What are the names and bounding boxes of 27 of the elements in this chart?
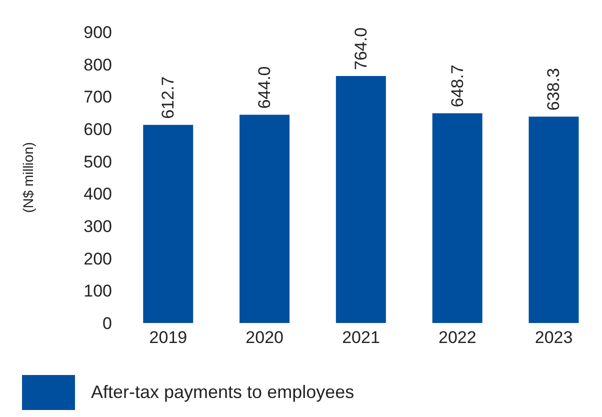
x-tick-label: 2023 xyxy=(534,328,573,348)
x-tick-label: 2020 xyxy=(246,328,284,348)
text: 638.3 xyxy=(544,68,564,111)
y-tick-label: 500 xyxy=(84,152,112,172)
y-tick-label: 400 xyxy=(84,184,112,204)
x-tick-label: 2019 xyxy=(149,328,188,348)
x-tick-label: 2022 xyxy=(438,328,476,348)
y-tick-label: 100 xyxy=(84,282,112,301)
bar xyxy=(528,116,579,323)
y-tick-label: 200 xyxy=(84,249,112,268)
text: 644.0 xyxy=(255,66,274,109)
bar xyxy=(432,113,482,323)
y-tick-label: 0 xyxy=(102,314,112,334)
legend-label: After-tax payments to employees xyxy=(91,382,354,403)
x-tick-label: 2021 xyxy=(342,328,380,348)
y-tick-label: 900 xyxy=(84,23,112,42)
y-tick-label: 300 xyxy=(84,217,112,236)
y-tick-label: 800 xyxy=(84,55,112,74)
text: 648.7 xyxy=(448,64,467,108)
y-axis-title: (N$ million) xyxy=(20,142,36,213)
y-tick-label: 600 xyxy=(84,120,112,140)
bar xyxy=(240,114,290,323)
y-tick-label: 700 xyxy=(84,88,112,107)
text: 612.7 xyxy=(158,76,178,119)
text: 764.0 xyxy=(351,27,370,70)
bar xyxy=(336,76,386,323)
bar xyxy=(143,124,194,323)
